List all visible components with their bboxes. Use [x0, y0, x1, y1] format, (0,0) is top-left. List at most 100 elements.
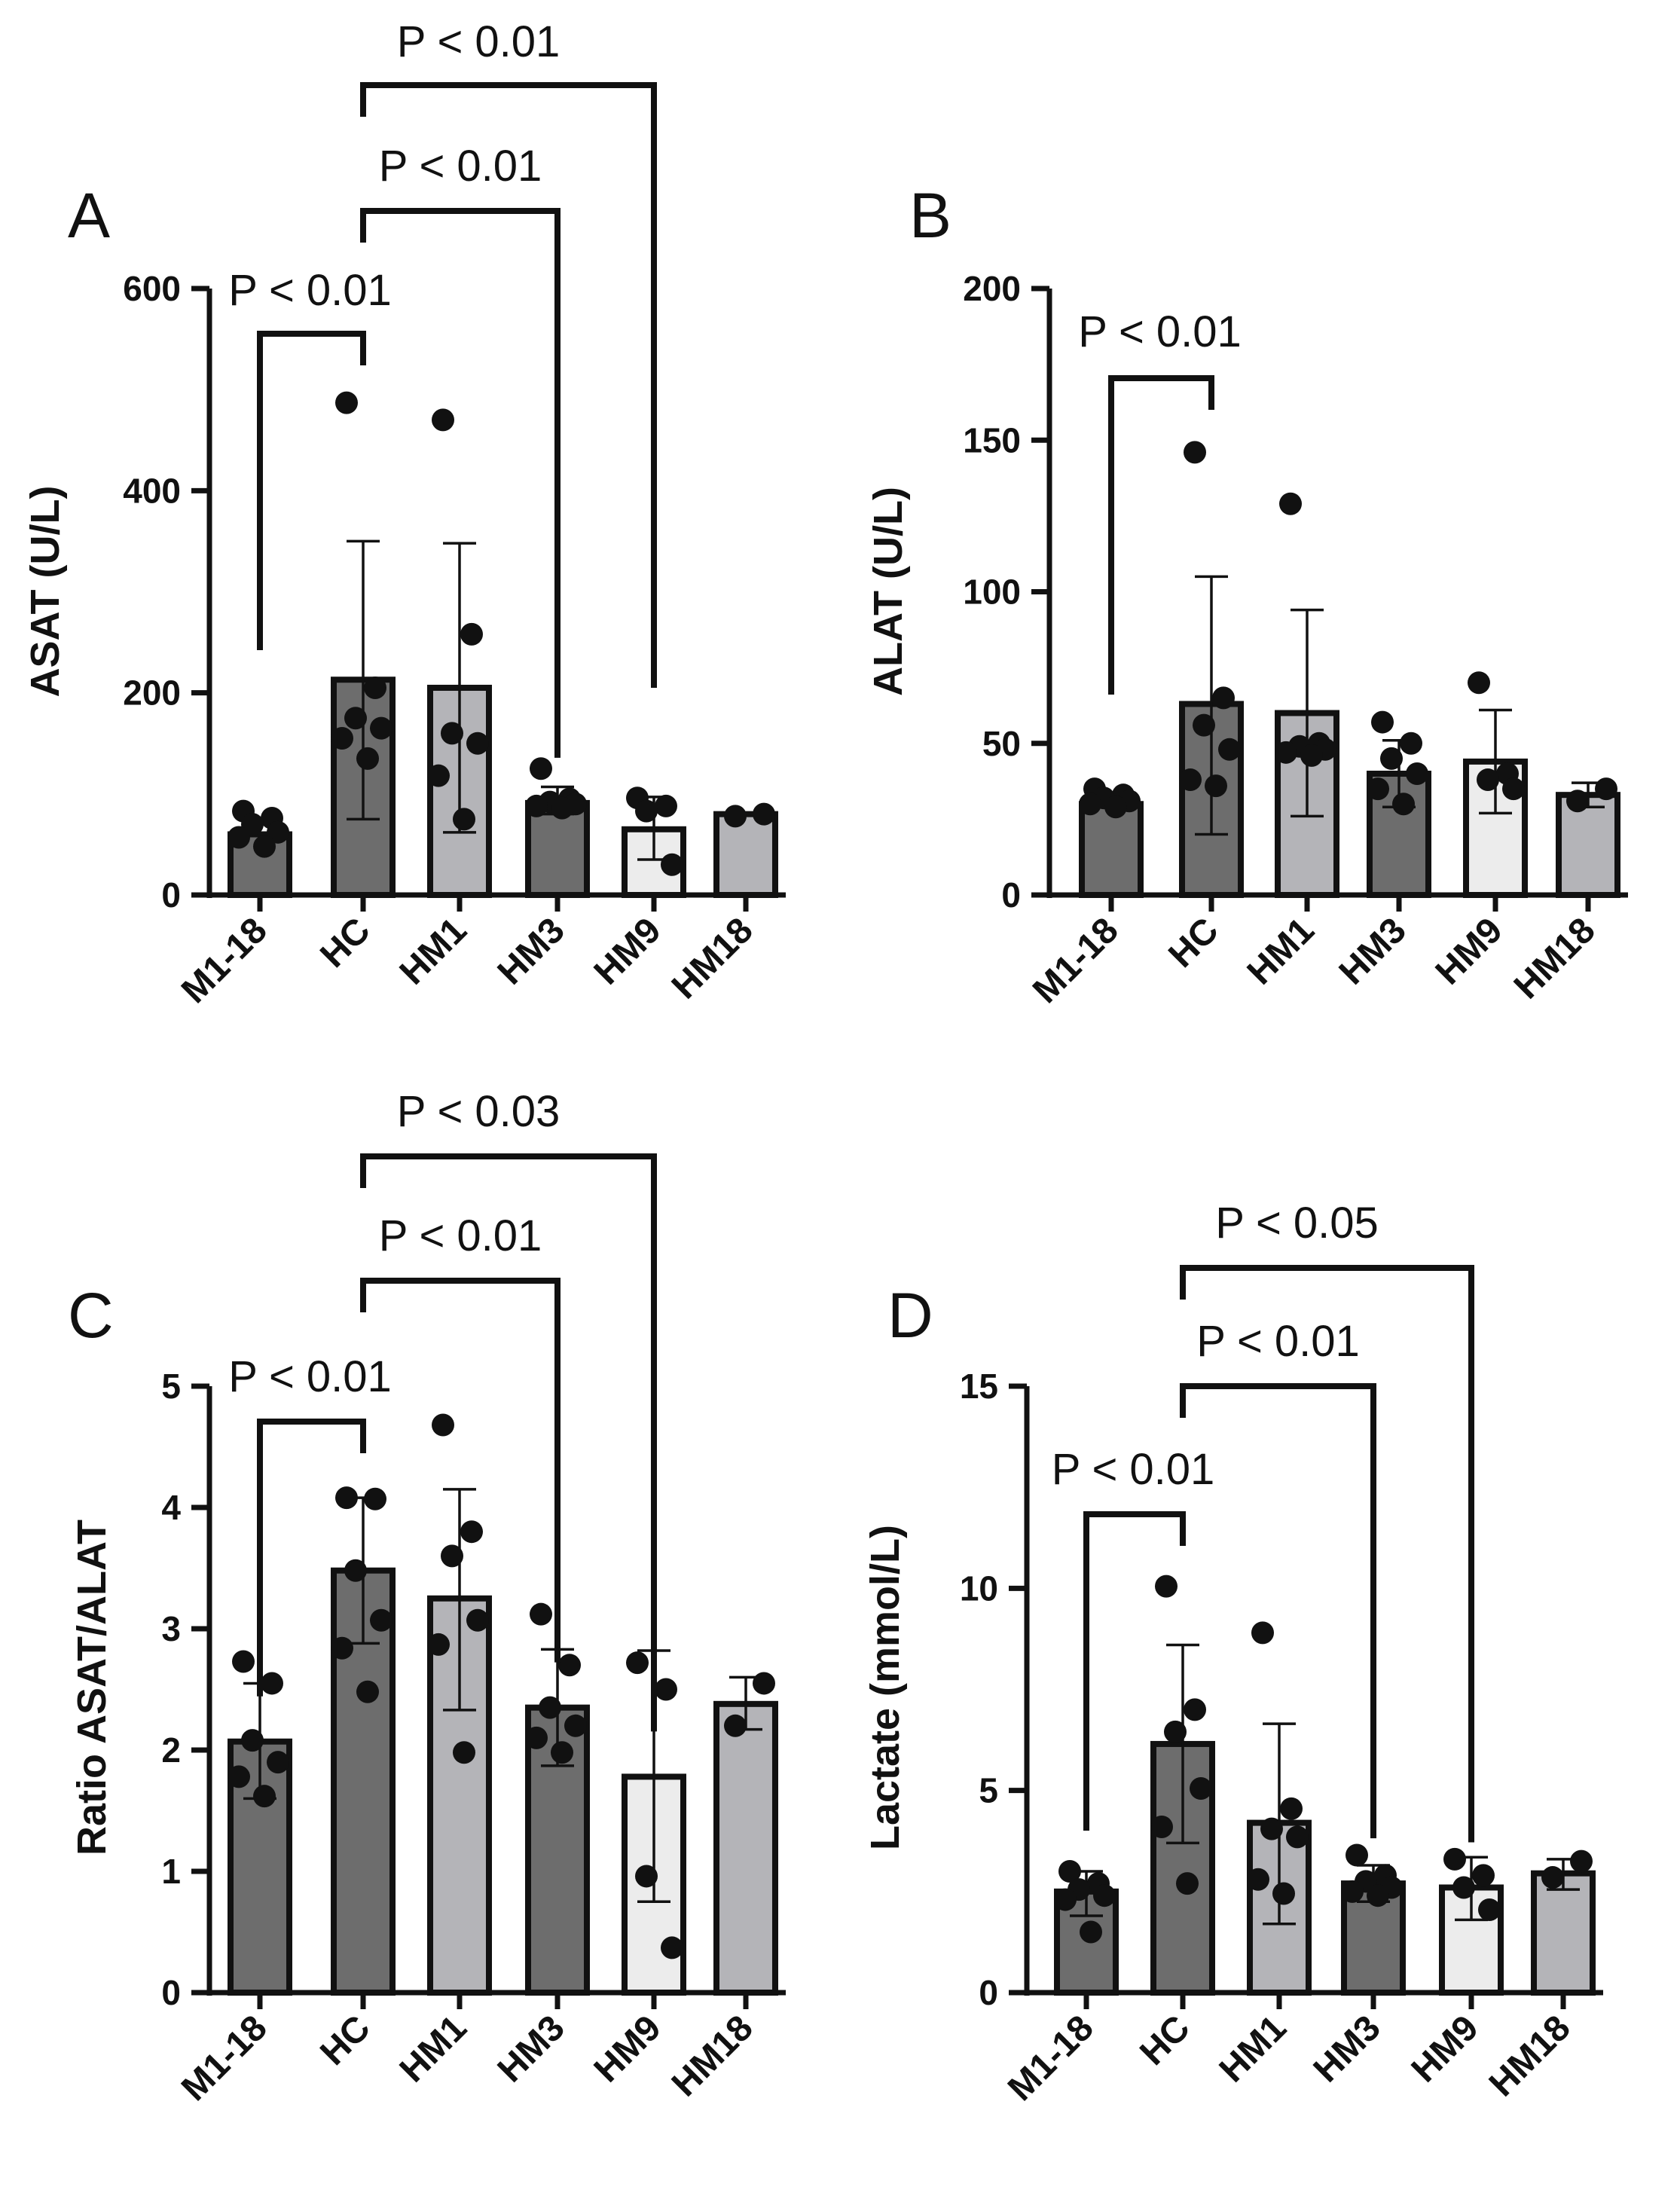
point-d-HM9-4 — [1478, 1898, 1501, 1921]
error-bar-b-HM9 — [1479, 708, 1512, 815]
panel-letter-b: B — [909, 180, 951, 251]
point-c-HM3-1 — [530, 1602, 552, 1626]
point-b-HC-2 — [1212, 686, 1235, 710]
y-tick-label-a-200: 200 — [123, 673, 181, 713]
y-tick-label-c-2: 2 — [161, 1730, 181, 1770]
point-d-HC-2 — [1184, 1698, 1206, 1721]
point-c-HM3-6 — [551, 1741, 573, 1764]
significance-label-c-2: P < 0.01 — [379, 1211, 542, 1260]
significance-bracket-c-1 — [257, 1419, 366, 1697]
point-b-HC-5 — [1179, 768, 1202, 792]
y-tick-label-b-0: 0 — [1001, 875, 1021, 915]
significance-bracket-a-2 — [360, 208, 561, 758]
point-d-HC-4 — [1190, 1776, 1212, 1800]
point-c-M1-18-6 — [253, 1785, 276, 1808]
significance-bracket-b-1 — [1108, 375, 1214, 695]
point-d-M1-18-1 — [1058, 1860, 1081, 1883]
error-bar-d-HC — [1166, 1643, 1199, 1845]
point-a-HC-6 — [356, 747, 379, 770]
point-d-HM1-4 — [1286, 1825, 1309, 1849]
point-b-M1-18-5 — [1079, 793, 1101, 816]
y-axis-title-c: Ratio ASAT/ALAT — [69, 1520, 115, 1856]
point-c-HC-2 — [364, 1487, 386, 1510]
y-axis-title-b: ALAT (U/L) — [866, 487, 911, 696]
point-b-HM3-4 — [1406, 762, 1428, 785]
significance-bracket-d-1 — [1083, 1511, 1186, 1831]
point-a-M1-18-5 — [228, 826, 250, 849]
point-d-HM3-1 — [1346, 1843, 1368, 1867]
panel-d: D Lactate (mmol/L) 0 5 10 15 M1-18 HC HM1 HM3 HM9H… — [863, 1199, 1603, 2109]
panel-letter-c: C — [68, 1280, 114, 1351]
point-c-HM1-2 — [460, 1520, 483, 1544]
point-c-HM18-1 — [753, 1672, 775, 1695]
point-c-M1-18-3 — [241, 1729, 264, 1752]
x-tick-label-a-HM3: HM3 — [490, 910, 573, 992]
x-tick-label-c-HM18: HM18 — [664, 2008, 761, 2104]
point-d-HM1-2 — [1280, 1797, 1303, 1820]
x-tick-label-d-HM3: HM3 — [1306, 2008, 1388, 2090]
y-tick-label-d-15: 15 — [960, 1367, 998, 1406]
point-a-HM1-5 — [427, 764, 450, 787]
error-bar-c-HM1 — [443, 1488, 476, 1712]
x-tick-label-c-HM9: HM9 — [587, 2008, 669, 2090]
y-tick-label-a-0: 0 — [161, 875, 181, 915]
x-tick-label-b-HM9: HM9 — [1428, 910, 1510, 992]
panel-a: A ASAT (U/L) 0 200 400 600 M1-18 HC HM1 HM3 HM9HM1… — [23, 17, 786, 1011]
significance-label-a-2: P < 0.01 — [379, 142, 542, 191]
point-a-HM1-4 — [466, 732, 489, 755]
point-a-HM9-4 — [661, 853, 683, 876]
x-tick-label-a-HM9: HM9 — [587, 910, 669, 992]
x-tick-label-d-HM1: HM1 — [1212, 2008, 1294, 2090]
significance-bracket-c-2 — [360, 1278, 561, 1663]
point-c-HM3-3 — [539, 1696, 561, 1719]
x-tick-label-b-HM1: HM1 — [1240, 910, 1322, 992]
x-tick-label-b-HM3: HM3 — [1332, 910, 1414, 992]
significance-label-d-2: P < 0.01 — [1196, 1317, 1360, 1366]
point-a-HC-2 — [364, 676, 386, 699]
y-tick-label-b-50: 50 — [982, 724, 1021, 763]
y-axis-title-d: Lactate (mmol/L) — [863, 1525, 908, 1850]
y-tick-label-b-150: 150 — [963, 420, 1021, 460]
point-c-HM3-2 — [558, 1654, 581, 1677]
y-tick-label-c-1: 1 — [161, 1852, 181, 1891]
x-tick-label-a-M1-18: M1-18 — [174, 910, 275, 1011]
point-b-HM3-2 — [1400, 732, 1422, 755]
point-a-HM3-1 — [530, 757, 552, 780]
y-tick-label-a-400: 400 — [123, 471, 181, 510]
point-c-HM9-4 — [661, 1936, 683, 1959]
significance-bracket-c-3 — [360, 1153, 657, 1732]
x-tick-label-c-HM1: HM1 — [393, 2008, 475, 2090]
point-d-HM9-2 — [1472, 1864, 1495, 1887]
point-b-HM3-3 — [1380, 747, 1403, 770]
panel-b: B ALAT (U/L) 0 50 100 150 200 M1-18 HC HM1 HM3 HM9H… — [866, 180, 1628, 1011]
x-tick-label-d-HM18: HM18 — [1482, 2008, 1578, 2104]
significance-bracket-d-2 — [1180, 1383, 1376, 1839]
point-a-HC-1 — [335, 391, 358, 414]
point-b-HC-1 — [1184, 441, 1206, 464]
point-c-HM3-5 — [525, 1726, 548, 1749]
point-d-M1-18-5 — [1054, 1888, 1077, 1911]
point-a-HM3-5 — [525, 794, 548, 817]
point-a-HM1-1 — [432, 408, 454, 432]
point-a-HM1-2 — [460, 622, 483, 646]
point-b-HM1-6 — [1300, 744, 1323, 767]
panel-letter-a: A — [68, 180, 110, 251]
point-b-HM18-2 — [1566, 790, 1589, 813]
point-c-HC-6 — [356, 1680, 379, 1703]
point-b-HM9-3 — [1477, 768, 1499, 792]
x-tick-label-d-M1-18: M1-18 — [1000, 2008, 1101, 2109]
point-a-HC-3 — [344, 707, 367, 730]
point-c-HC-5 — [331, 1636, 353, 1660]
point-c-HC-4 — [370, 1608, 393, 1632]
point-d-HM1-5 — [1247, 1868, 1269, 1891]
x-tick-label-c-HC: HC — [313, 2008, 377, 2072]
bar-d-HM18 — [1531, 1870, 1596, 1996]
significance-label-a-1: P < 0.01 — [228, 266, 392, 315]
point-c-HC-3 — [344, 1559, 367, 1582]
bar-a-HM18 — [713, 811, 778, 898]
significance-label-c-1: P < 0.01 — [228, 1352, 392, 1401]
point-d-HM18-1 — [1570, 1849, 1593, 1873]
point-a-HM3-6 — [551, 796, 573, 820]
point-a-HM1-6 — [453, 808, 475, 831]
x-tick-label-a-HC: HC — [313, 910, 377, 975]
